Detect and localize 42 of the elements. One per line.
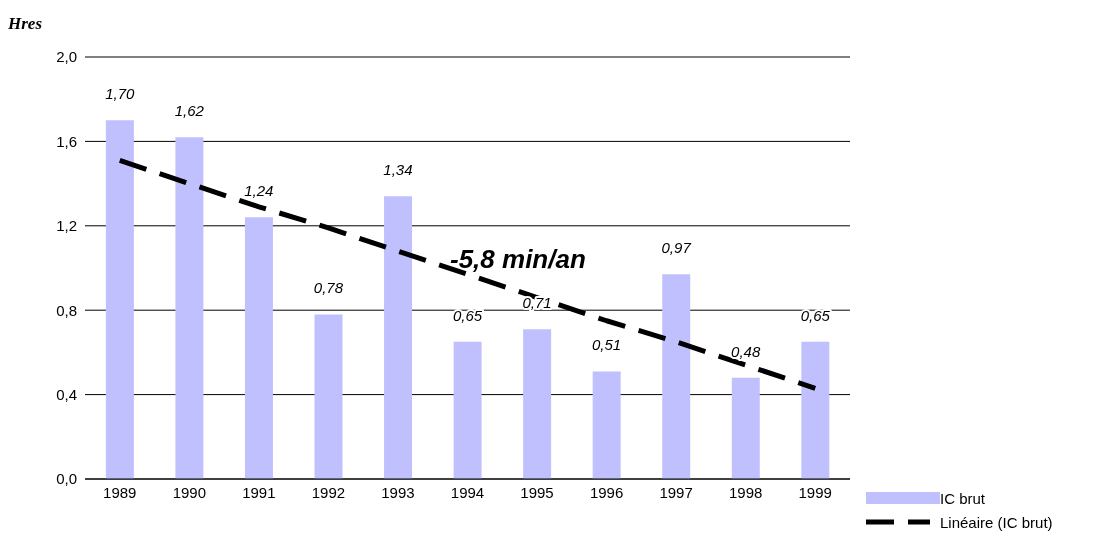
bar (801, 341, 830, 479)
bar (384, 196, 413, 479)
bar (453, 341, 482, 479)
data-label: 0,65 (452, 306, 483, 324)
annotation: -5,8 min/an (450, 244, 586, 275)
data-label: 0,78 (313, 279, 344, 297)
y-tick-label: 1,2 (56, 217, 77, 235)
legend-label: Linéaire (IC brut) (940, 513, 1053, 531)
bar (105, 120, 134, 479)
x-tick-label: 1991 (242, 483, 276, 501)
bar (592, 371, 621, 479)
y-tick-label: 1,6 (56, 132, 77, 150)
x-tick-label: 1993 (381, 483, 415, 501)
bar (314, 314, 343, 479)
x-tick-label: 1997 (659, 483, 693, 501)
x-tick-label: 1995 (520, 483, 554, 501)
y-tick-label: 0,0 (56, 470, 77, 488)
data-label: 0,51 (591, 336, 622, 354)
bar (244, 217, 273, 479)
legend-label: IC brut (940, 489, 986, 507)
data-label: 0,48 (731, 342, 761, 360)
data-label: 0,65 (800, 306, 831, 324)
y-tick-label: 0,8 (56, 301, 77, 319)
x-tick-label: 1990 (172, 483, 207, 501)
x-tick-label: 1994 (450, 483, 485, 501)
x-tick-label: 1999 (798, 483, 832, 501)
x-tick-label: 1992 (311, 483, 346, 501)
data-label: 1,62 (174, 102, 205, 120)
y-tick-label: 2,0 (56, 48, 77, 66)
data-label: 0,97 (661, 239, 692, 257)
y-axis-title: Hres (8, 14, 42, 34)
x-tick-label: 1996 (589, 483, 624, 501)
bar (523, 329, 552, 479)
x-tick-label: 1998 (728, 483, 763, 501)
bar (731, 377, 760, 479)
bar (662, 274, 691, 479)
data-label: 1,24 (244, 182, 274, 200)
x-tick-label: 1989 (103, 483, 137, 501)
data-label: 1,70 (105, 85, 136, 103)
bar (175, 137, 204, 479)
data-label: 1,34 (383, 161, 413, 179)
y-tick-label: 0,4 (56, 385, 77, 403)
